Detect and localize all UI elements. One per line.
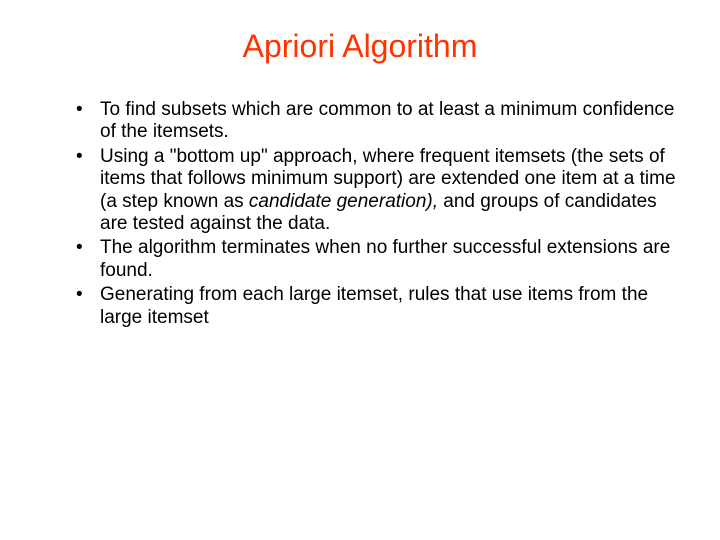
bullet-text: The algorithm terminates when no further…: [100, 237, 670, 280]
bullet-text: Generating from each large itemset, rule…: [100, 284, 648, 327]
bullet-list: To find subsets which are common to at l…: [40, 99, 680, 329]
list-item: Using a "bottom up" approach, where freq…: [76, 146, 680, 236]
list-item: The algorithm terminates when no further…: [76, 237, 680, 282]
slide-title: Apriori Algorithm: [40, 28, 680, 65]
bullet-text-italic: candidate generation),: [249, 191, 438, 212]
list-item: Generating from each large itemset, rule…: [76, 284, 680, 329]
slide: Apriori Algorithm To find subsets which …: [0, 0, 720, 540]
bullet-text: To find subsets which are common to at l…: [100, 99, 675, 142]
list-item: To find subsets which are common to at l…: [76, 99, 680, 144]
